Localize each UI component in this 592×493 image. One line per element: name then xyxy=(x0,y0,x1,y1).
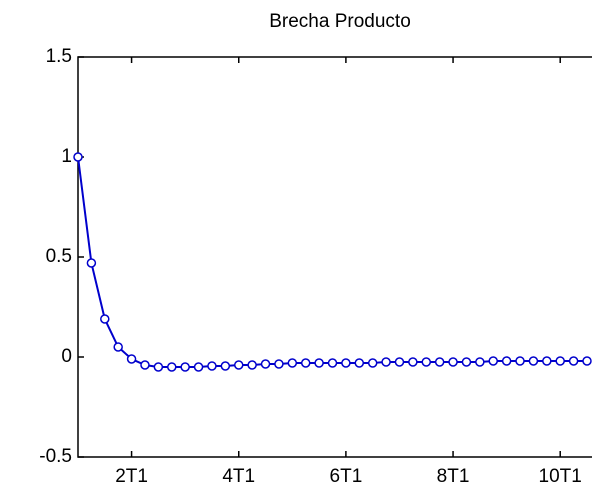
marker xyxy=(274,359,284,369)
marker xyxy=(408,357,418,367)
marker xyxy=(568,356,579,366)
marker xyxy=(381,357,391,367)
y-tick-label: -0.5 xyxy=(39,446,72,467)
marker xyxy=(555,356,565,366)
marker xyxy=(421,357,432,367)
x-tick-label: 2T1 xyxy=(115,466,148,487)
marker xyxy=(327,358,338,368)
y-tick-label: 1 xyxy=(61,146,72,167)
marker xyxy=(86,258,97,268)
marker xyxy=(582,356,592,366)
marker xyxy=(247,360,257,370)
marker xyxy=(73,152,83,162)
marker xyxy=(140,360,150,370)
marker xyxy=(167,362,177,372)
marker xyxy=(153,362,164,372)
marker xyxy=(220,361,231,371)
marker xyxy=(126,354,137,364)
marker xyxy=(434,357,445,367)
x-tick-label: 6T1 xyxy=(330,466,363,487)
marker xyxy=(113,342,123,352)
marker xyxy=(193,362,204,372)
marker xyxy=(461,357,472,367)
marker xyxy=(207,361,217,371)
marker xyxy=(475,357,485,367)
marker xyxy=(354,358,365,368)
y-tick-label: 1.5 xyxy=(46,46,72,67)
marker xyxy=(542,356,552,366)
marker xyxy=(314,358,324,368)
marker xyxy=(488,356,498,366)
marker xyxy=(100,314,110,324)
marker xyxy=(394,357,405,367)
y-tick-label: 0.5 xyxy=(46,246,72,267)
marker xyxy=(515,356,525,366)
x-tick-label: 4T1 xyxy=(222,466,255,487)
marker xyxy=(448,357,458,367)
marker xyxy=(287,358,298,368)
marker xyxy=(367,358,378,368)
marker xyxy=(501,356,512,366)
marker xyxy=(300,358,311,368)
x-tick-label: 8T1 xyxy=(437,466,470,487)
marker xyxy=(341,358,351,368)
marker xyxy=(180,362,190,372)
x-tick-label: 10T1 xyxy=(539,466,582,487)
chart-title: Brecha Producto xyxy=(269,11,411,32)
y-tick-label: 0 xyxy=(61,346,72,367)
marker xyxy=(233,360,244,370)
marker xyxy=(260,359,271,369)
marker xyxy=(528,356,539,366)
